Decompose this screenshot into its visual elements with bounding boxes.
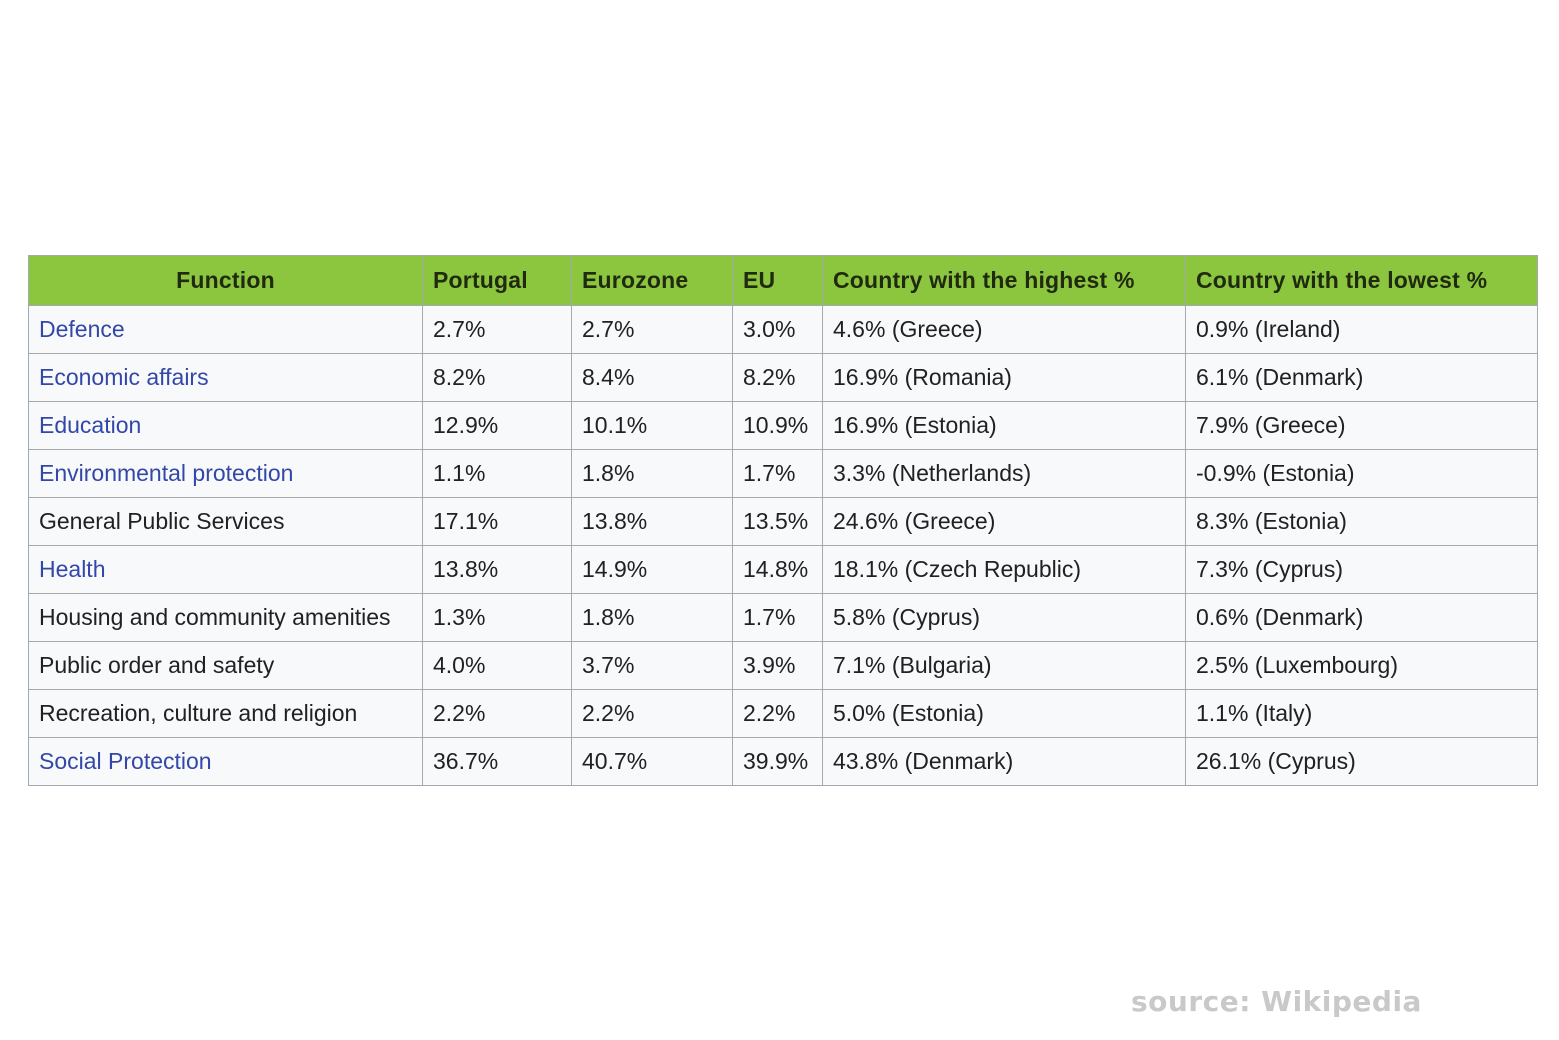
cell-highest: 4.6% (Greece) [822,305,1186,354]
cell-eu: 8.2% [732,353,823,402]
function-link[interactable]: Defence [39,316,125,342]
cell-lowest: 7.3% (Cyprus) [1185,545,1538,594]
header-highest: Country with the highest % [822,255,1186,306]
table-row: Public order and safety 4.0% 3.7% 3.9% 7.1% … [28,641,1538,690]
cell-function: Education [28,401,423,450]
table-row: Economic affairs 8.2% 8.4% 8.2% 16.9% (Roman… [28,353,1538,402]
cell-portugal: 2.2% [422,689,572,738]
cell-highest: 43.8% (Denmark) [822,737,1186,786]
table-header: Function Portugal Eurozone EU Country wi… [28,255,1538,306]
cell-lowest: 2.5% (Luxembourg) [1185,641,1538,690]
cell-highest: 5.8% (Cyprus) [822,593,1186,642]
cell-highest: 5.0% (Estonia) [822,689,1186,738]
cell-highest: 3.3% (Netherlands) [822,449,1186,498]
cell-eurozone: 1.8% [571,449,733,498]
cell-eu: 10.9% [732,401,823,450]
cell-portugal: 8.2% [422,353,572,402]
cell-function: Housing and community amenities [28,593,423,642]
cell-function: Defence [28,305,423,354]
cell-lowest: 26.1% (Cyprus) [1185,737,1538,786]
header-row: Function Portugal Eurozone EU Country wi… [28,255,1538,306]
cell-lowest: 6.1% (Denmark) [1185,353,1538,402]
table-row: Health 13.8% 14.9% 14.8% 18.1% (Czech Republ… [28,545,1538,594]
function-label: Public order and safety [39,652,275,678]
header-eu: EU [732,255,823,306]
table-row: Recreation, culture and religion 2.2% 2.2%… [28,689,1538,738]
cell-function: Social Protection [28,737,423,786]
cell-eu: 1.7% [732,449,823,498]
cell-highest: 18.1% (Czech Republic) [822,545,1186,594]
cell-portugal: 13.8% [422,545,572,594]
cell-lowest: 8.3% (Estonia) [1185,497,1538,546]
table-row: Environmental protection 1.1% 1.8% 1.7% 3.3%… [28,449,1538,498]
cell-function: General Public Services [28,497,423,546]
function-link[interactable]: Education [39,412,142,438]
cell-highest: 16.9% (Estonia) [822,401,1186,450]
cell-function: Environmental protection [28,449,423,498]
cell-eurozone: 2.7% [571,305,733,354]
cell-lowest: -0.9% (Estonia) [1185,449,1538,498]
table-row: General Public Services 17.1% 13.8% 13.5% 24… [28,497,1538,546]
cell-eu: 1.7% [732,593,823,642]
header-lowest: Country with the lowest % [1185,255,1538,306]
cell-function: Public order and safety [28,641,423,690]
cell-eurozone: 8.4% [571,353,733,402]
table-row: Housing and community amenities 1.3% 1.8% 1… [28,593,1538,642]
cell-eurozone: 14.9% [571,545,733,594]
cell-eu: 3.9% [732,641,823,690]
cell-portugal: 1.1% [422,449,572,498]
cell-eu: 14.8% [732,545,823,594]
cell-eurozone: 10.1% [571,401,733,450]
function-label: Recreation, culture and religion [39,700,358,726]
function-link[interactable]: Health [39,556,106,582]
header-portugal: Portugal [422,255,572,306]
government-spending-table: Function Portugal Eurozone EU Country wi… [28,255,1538,786]
function-label: General Public Services [39,508,285,534]
cell-eu: 2.2% [732,689,823,738]
cell-highest: 16.9% (Romania) [822,353,1186,402]
cell-portugal: 17.1% [422,497,572,546]
cell-portugal: 1.3% [422,593,572,642]
cell-portugal: 36.7% [422,737,572,786]
function-link[interactable]: Social Protection [39,748,212,774]
cell-lowest: 0.6% (Denmark) [1185,593,1538,642]
cell-lowest: 7.9% (Greece) [1185,401,1538,450]
cell-eu: 39.9% [732,737,823,786]
table-row: Social Protection 36.7% 40.7% 39.9% 43.8% (D… [28,737,1538,786]
function-link[interactable]: Economic affairs [39,364,209,390]
table-body: Defence 2.7% 2.7% 3.0% 4.6% (Greece) 0.9% (Ir… [28,305,1538,786]
cell-eu: 13.5% [732,497,823,546]
cell-eurozone: 40.7% [571,737,733,786]
cell-eurozone: 2.2% [571,689,733,738]
header-function: Function [28,255,423,306]
cell-portugal: 12.9% [422,401,572,450]
cell-portugal: 4.0% [422,641,572,690]
cell-function: Economic affairs [28,353,423,402]
cell-highest: 7.1% (Bulgaria) [822,641,1186,690]
cell-lowest: 1.1% (Italy) [1185,689,1538,738]
cell-highest: 24.6% (Greece) [822,497,1186,546]
cell-eurozone: 1.8% [571,593,733,642]
table-row: Education 12.9% 10.1% 10.9% 16.9% (Estonia) 7… [28,401,1538,450]
cell-eurozone: 3.7% [571,641,733,690]
cell-function: Health [28,545,423,594]
cell-function: Recreation, culture and religion [28,689,423,738]
function-label: Housing and community amenities [39,604,391,630]
cell-eurozone: 13.8% [571,497,733,546]
header-eurozone: Eurozone [571,255,733,306]
function-link[interactable]: Environmental protection [39,460,294,486]
cell-portugal: 2.7% [422,305,572,354]
cell-eu: 3.0% [732,305,823,354]
cell-lowest: 0.9% (Ireland) [1185,305,1538,354]
source-credit: source: Wikipedia [1131,985,1422,1018]
table-row: Defence 2.7% 2.7% 3.0% 4.6% (Greece) 0.9% (Ir… [28,305,1538,354]
